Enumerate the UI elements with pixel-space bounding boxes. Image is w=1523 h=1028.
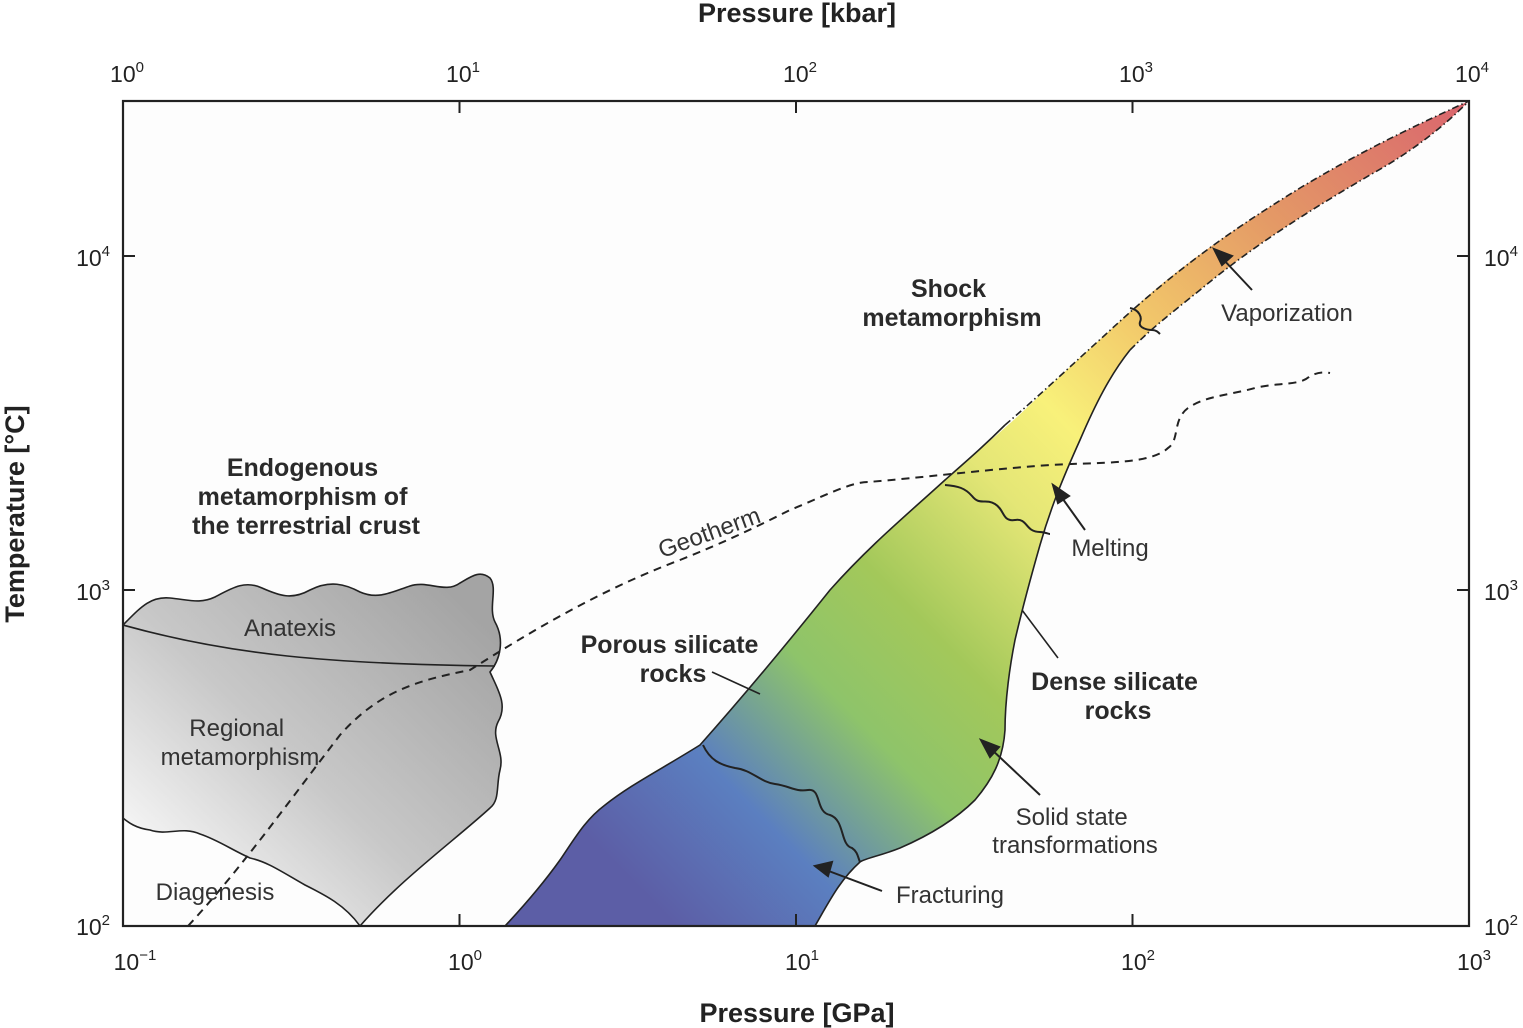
vaporization-arrow bbox=[1221, 257, 1253, 291]
dense-leader bbox=[1021, 609, 1059, 659]
left-tick-label: 104 bbox=[76, 243, 110, 271]
bottom-tick-label: 101 bbox=[785, 947, 819, 975]
top-tick-label: 102 bbox=[783, 59, 817, 87]
endogenous-region bbox=[123, 573, 503, 926]
bottom-axis-title: Pressure [GPa] bbox=[699, 998, 894, 1028]
melting-arrow bbox=[1059, 494, 1086, 531]
shock-lower-dashdot bbox=[1129, 101, 1469, 351]
bottom-tick-labels: 10−1 100 101 102 103 bbox=[114, 947, 1491, 975]
fracturing-arrow bbox=[825, 869, 883, 892]
bottom-tick-label: 103 bbox=[1457, 947, 1491, 975]
melting-boundary bbox=[944, 484, 1051, 535]
right-tick-labels: 102 103 104 bbox=[1484, 243, 1518, 940]
top-tick-label: 101 bbox=[446, 59, 480, 87]
top-tick-labels: 100 101 102 103 104 bbox=[110, 59, 1489, 87]
arrows bbox=[812, 247, 1253, 892]
diagenesis-label: Diagenesis bbox=[156, 879, 275, 906]
porous-label: Porous silicate rocks bbox=[581, 631, 766, 688]
solid-state-arrow bbox=[989, 747, 1041, 796]
bottom-tick-label: 10−1 bbox=[114, 947, 157, 975]
bottom-tick-label: 100 bbox=[448, 947, 482, 975]
top-tick-label: 104 bbox=[1455, 59, 1489, 87]
left-tick-label: 102 bbox=[76, 912, 110, 940]
right-tick-label: 102 bbox=[1484, 912, 1518, 940]
shock-region bbox=[505, 101, 1469, 926]
right-tick-label: 104 bbox=[1484, 243, 1518, 271]
tick-marks bbox=[122, 101, 1470, 927]
porous-leader bbox=[711, 671, 761, 695]
top-tick-label: 100 bbox=[110, 59, 144, 87]
right-tick-label: 103 bbox=[1484, 577, 1518, 605]
melting-label: Melting bbox=[1071, 535, 1148, 562]
vaporization-boundary bbox=[1129, 307, 1161, 335]
left-axis-title: Temperature [°C] bbox=[0, 405, 30, 622]
anatexis-boundary bbox=[123, 624, 496, 667]
top-axis-title: Pressure [kbar] bbox=[698, 0, 896, 28]
bottom-tick-label: 102 bbox=[1121, 947, 1155, 975]
fracturing-boundary bbox=[702, 744, 861, 863]
geotherm-curve bbox=[187, 371, 1331, 926]
regional-label: Regional metamorphism bbox=[161, 715, 320, 771]
left-tick-label: 103 bbox=[76, 577, 110, 605]
dense-rocks-boundary bbox=[814, 349, 1131, 926]
melting-arrowhead bbox=[1051, 482, 1071, 505]
fracturing-label: Fracturing bbox=[896, 882, 1004, 909]
porous-rocks-boundary bbox=[504, 424, 1006, 926]
anatexis-label: Anatexis bbox=[244, 615, 336, 642]
top-tick-label: 103 bbox=[1119, 59, 1153, 87]
solid-state-arrowhead bbox=[978, 738, 1001, 759]
endogenous-label: Endogenous metamorphism of the terrestri… bbox=[192, 454, 421, 540]
dense-label: Dense silicate rocks bbox=[1031, 668, 1205, 725]
vaporization-arrowhead bbox=[1211, 247, 1234, 267]
fracturing-arrowhead bbox=[812, 860, 834, 878]
solid-state-label: Solid state transformations bbox=[992, 804, 1157, 859]
left-tick-labels: 102 103 104 bbox=[76, 243, 110, 940]
shock-label: Shock metamorphism bbox=[862, 275, 1041, 332]
vaporization-label: Vaporization bbox=[1221, 300, 1353, 327]
